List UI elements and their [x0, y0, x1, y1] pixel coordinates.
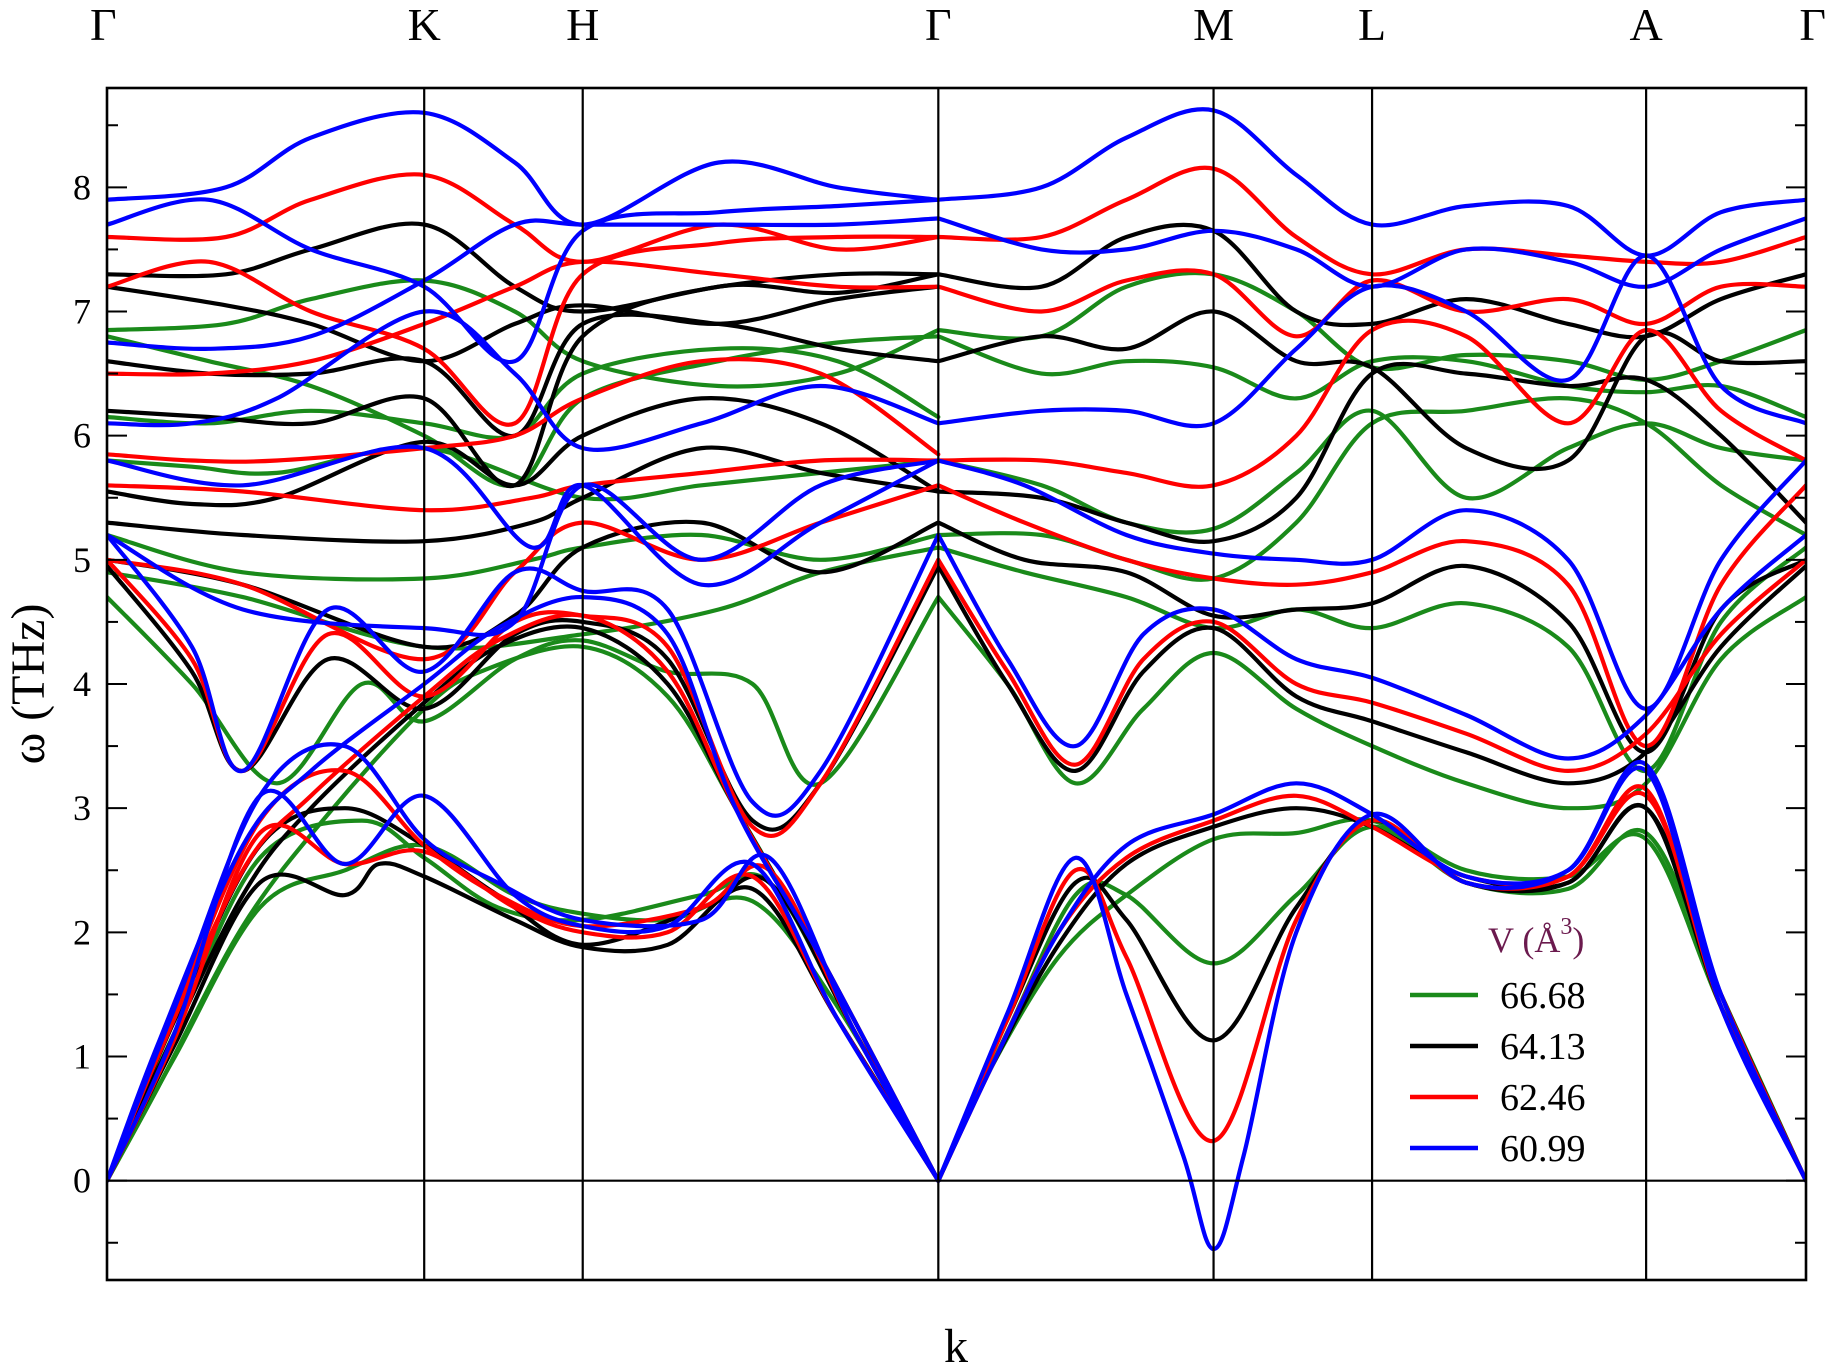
band-line — [107, 444, 941, 588]
y-tick-label: 7 — [73, 292, 91, 332]
band-line — [107, 483, 941, 662]
y-tick-label: 6 — [73, 416, 91, 456]
band-line — [936, 483, 1806, 749]
band-line — [107, 742, 941, 1183]
legend-entry-label: 62.46 — [1500, 1077, 1586, 1119]
band-line — [107, 110, 941, 227]
band-line — [107, 278, 941, 389]
band-line — [936, 520, 1806, 755]
band-line — [107, 357, 941, 464]
band-line — [107, 272, 941, 489]
band-line — [107, 172, 941, 264]
high-symmetry-label: Γ — [925, 0, 952, 50]
band-line — [107, 532, 941, 582]
high-symmetry-label: K — [408, 0, 441, 50]
band-line — [936, 458, 1806, 711]
y-tick-label: 8 — [73, 167, 91, 207]
legend-title: V (Å3) — [1488, 914, 1584, 960]
band-line — [107, 346, 941, 441]
band-line — [107, 234, 941, 427]
y-tick-label: 0 — [73, 1161, 91, 1201]
band-line — [936, 595, 1806, 811]
band-lines — [107, 107, 1806, 1252]
band-line — [107, 309, 941, 452]
x-axis-title: k — [944, 1320, 968, 1368]
band-line — [107, 861, 941, 1183]
band-line — [107, 445, 941, 544]
high-symmetry-label: Γ — [90, 0, 117, 50]
y-tick-label: 4 — [73, 664, 91, 704]
band-line — [107, 457, 941, 513]
y-tick-label: 5 — [73, 540, 91, 580]
band-line — [107, 197, 941, 365]
high-symmetry-label: A — [1630, 0, 1663, 50]
band-line — [936, 318, 1806, 489]
band-line — [936, 545, 1806, 773]
band-line — [107, 284, 941, 364]
band-line — [107, 216, 941, 352]
series-60.99 — [107, 107, 1806, 1252]
legend-entry-label: 64.13 — [1500, 1026, 1586, 1068]
legend-entry-label: 66.68 — [1500, 975, 1586, 1017]
legend-entry-label: 60.99 — [1500, 1128, 1586, 1170]
band-line — [936, 824, 1806, 1183]
y-tick-label: 1 — [73, 1037, 91, 1077]
band-line — [107, 259, 941, 377]
legend: V (Å3) 66.68 64.13 62.46 60.99 — [1410, 914, 1586, 1170]
band-line — [107, 822, 941, 1183]
high-symmetry-label: M — [1193, 0, 1234, 50]
band-line — [936, 760, 1806, 1252]
y-tick-label: 2 — [73, 912, 91, 952]
band-line — [107, 532, 941, 818]
y-tick-label: 3 — [73, 788, 91, 828]
band-line — [107, 445, 941, 502]
axis-labels: 0 1 2 3 4 5 6 7 8 Γ K H Γ M L A Γ — [73, 0, 1826, 1244]
high-symmetry-label: H — [566, 0, 599, 50]
high-symmetry-label: Γ — [1799, 0, 1826, 50]
y-axis-title: ω (THz) — [2, 604, 55, 765]
band-line — [107, 458, 941, 638]
band-line — [936, 557, 1806, 773]
band-line — [107, 595, 941, 787]
band-line — [107, 557, 941, 839]
high-symmetry-label: L — [1358, 0, 1386, 50]
